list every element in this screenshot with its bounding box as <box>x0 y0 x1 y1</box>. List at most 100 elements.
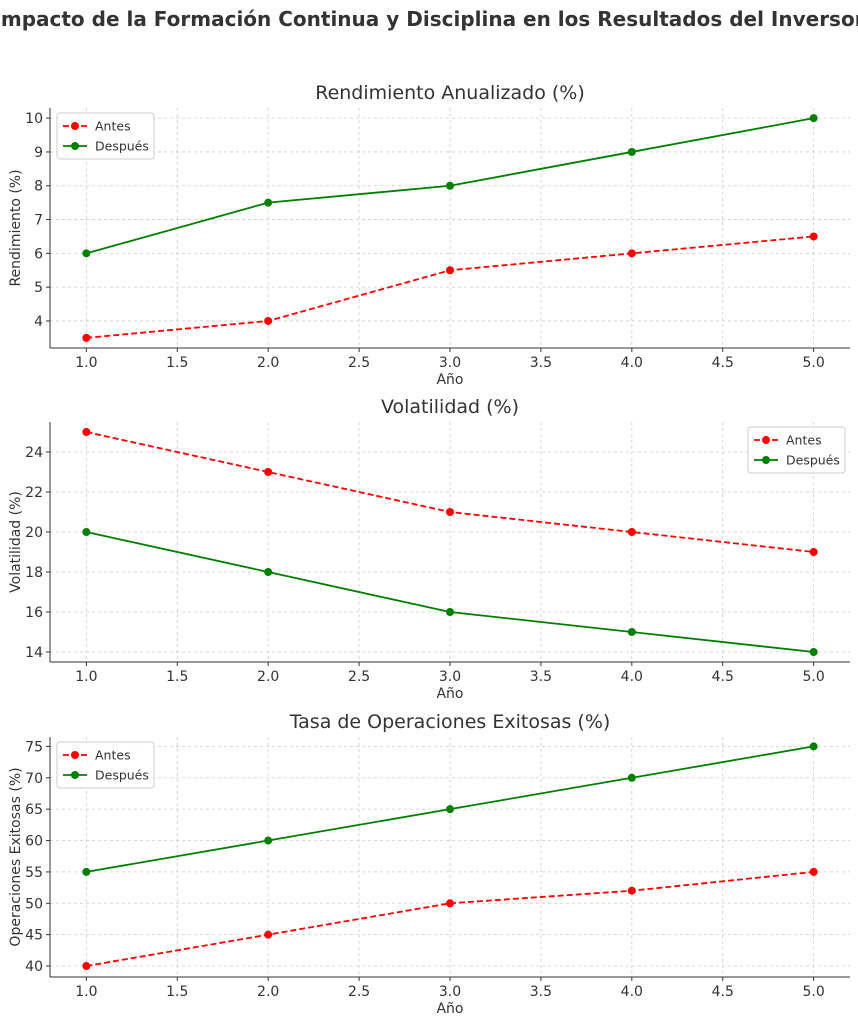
data-point-Después <box>264 836 273 845</box>
data-point-Antes <box>446 899 454 908</box>
data-point-Antes <box>446 266 454 275</box>
y-tick-label: 4 <box>34 314 43 330</box>
x-axis-label: Año <box>436 686 463 702</box>
data-point-Después <box>809 114 818 123</box>
data-point-Después <box>809 742 818 751</box>
data-point-Antes <box>264 930 273 939</box>
legend: Antes Después <box>56 112 155 160</box>
data-point-Antes <box>809 232 818 241</box>
legend-marker <box>762 456 770 464</box>
data-point-Antes <box>446 508 454 516</box>
y-tick-label: 65 <box>25 802 43 818</box>
data-point-Después <box>627 147 636 156</box>
data-point-Después <box>82 249 91 258</box>
y-tick-label: 45 <box>25 928 43 944</box>
data-point-Después <box>446 608 454 616</box>
legend-label: Antes <box>95 748 131 763</box>
legend-label: Antes <box>95 119 131 134</box>
y-axis-label: Volatilidad (%) <box>8 491 24 593</box>
x-tick-label: 3.5 <box>530 355 552 371</box>
x-tick-label: 5.0 <box>803 669 825 685</box>
legend-label: Después <box>95 768 149 783</box>
legend-box <box>56 112 155 160</box>
legend-label: Antes <box>786 433 822 448</box>
x-tick-label: 2.0 <box>257 669 279 685</box>
y-tick-label: 9 <box>34 145 43 161</box>
legend: Antes Después <box>747 426 846 474</box>
subplot-2: 1.0 1.5 2.0 2.5 3.0 3.5 4.0 4.5 5.0 14 16 18 20 22 24 V… <box>8 396 850 702</box>
y-tick-label: 70 <box>25 771 43 787</box>
data-point-Antes <box>627 249 636 258</box>
data-point-Después <box>627 773 636 782</box>
x-tick-label: 4.0 <box>621 984 643 1000</box>
y-axis-label: Rendimiento (%) <box>8 169 24 286</box>
y-tick-label: 20 <box>25 525 43 541</box>
y-tick-label: 6 <box>34 246 43 262</box>
x-tick-label: 1.0 <box>75 355 97 371</box>
y-tick-label: 18 <box>25 565 43 581</box>
data-point-Después <box>809 648 818 656</box>
legend: Antes Después <box>56 741 155 789</box>
data-point-Antes <box>82 962 91 971</box>
x-tick-label: 3.5 <box>530 669 552 685</box>
data-point-Antes <box>264 468 273 476</box>
y-tick-label: 40 <box>25 959 43 975</box>
x-tick-label: 4.5 <box>712 355 734 371</box>
subplot-title: Volatilidad (%) <box>381 396 519 418</box>
data-point-Después <box>82 867 91 876</box>
x-tick-label: 5.0 <box>803 355 825 371</box>
legend-label: Después <box>786 453 840 468</box>
y-tick-label: 5 <box>34 280 43 296</box>
legend-box <box>747 426 846 474</box>
data-point-Antes <box>264 316 273 325</box>
y-tick-label: 7 <box>34 213 43 229</box>
x-tick-label: 2.0 <box>257 355 279 371</box>
y-tick-label: 22 <box>25 485 43 501</box>
x-tick-label: 1.5 <box>166 984 188 1000</box>
legend-marker <box>71 771 79 779</box>
y-tick-label: 16 <box>25 605 43 621</box>
y-tick-label: 24 <box>25 445 43 461</box>
data-point-Antes <box>627 528 636 536</box>
data-point-Antes <box>809 867 818 876</box>
legend-marker <box>71 122 79 130</box>
x-tick-label: 2.5 <box>348 669 370 685</box>
x-tick-label: 1.5 <box>166 355 188 371</box>
subplot-3: 1.0 1.5 2.0 2.5 3.0 3.5 4.0 4.5 5.0 40 45 50 55 60 65 7… <box>8 711 850 1017</box>
y-axis-label: Operaciones Exitosas (%) <box>8 767 24 946</box>
x-tick-label: 2.5 <box>348 355 370 371</box>
y-tick-label: 10 <box>25 111 43 127</box>
x-tick-label: 3.0 <box>439 984 461 1000</box>
data-point-Antes <box>82 333 91 342</box>
data-point-Después <box>264 568 273 576</box>
x-tick-label: 4.5 <box>712 669 734 685</box>
subplot-title: Rendimiento Anualizado (%) <box>315 82 585 104</box>
x-tick-label: 2.5 <box>348 984 370 1000</box>
data-point-Después <box>446 181 454 190</box>
data-point-Antes <box>809 548 818 556</box>
x-tick-label: 2.0 <box>257 984 279 1000</box>
legend-marker <box>71 142 79 150</box>
y-tick-label: 55 <box>25 865 43 881</box>
x-tick-label: 3.5 <box>530 984 552 1000</box>
data-point-Después <box>446 805 454 814</box>
x-axis-label: Año <box>436 372 463 388</box>
x-tick-label: 1.5 <box>166 669 188 685</box>
legend-marker <box>762 436 770 444</box>
y-tick-label: 50 <box>25 896 43 912</box>
suptitle: Impacto de la Formación Continua y Disci… <box>0 7 858 31</box>
x-tick-label: 4.0 <box>621 669 643 685</box>
legend-box <box>56 741 155 789</box>
legend-marker <box>71 751 79 759</box>
x-axis-label: Año <box>436 1001 463 1017</box>
y-tick-label: 75 <box>25 739 43 755</box>
x-tick-label: 4.5 <box>712 984 734 1000</box>
data-point-Antes <box>82 428 91 436</box>
data-point-Después <box>82 528 91 536</box>
subplot-1: 1.0 1.5 2.0 2.5 3.0 3.5 4.0 4.5 5.0 4 5 6 7 8 9 10 Rendi… <box>8 82 850 388</box>
x-tick-label: 4.0 <box>621 355 643 371</box>
x-tick-label: 1.0 <box>75 984 97 1000</box>
subplot-title: Tasa de Operaciones Exitosas (%) <box>289 711 611 733</box>
data-point-Después <box>627 628 636 636</box>
